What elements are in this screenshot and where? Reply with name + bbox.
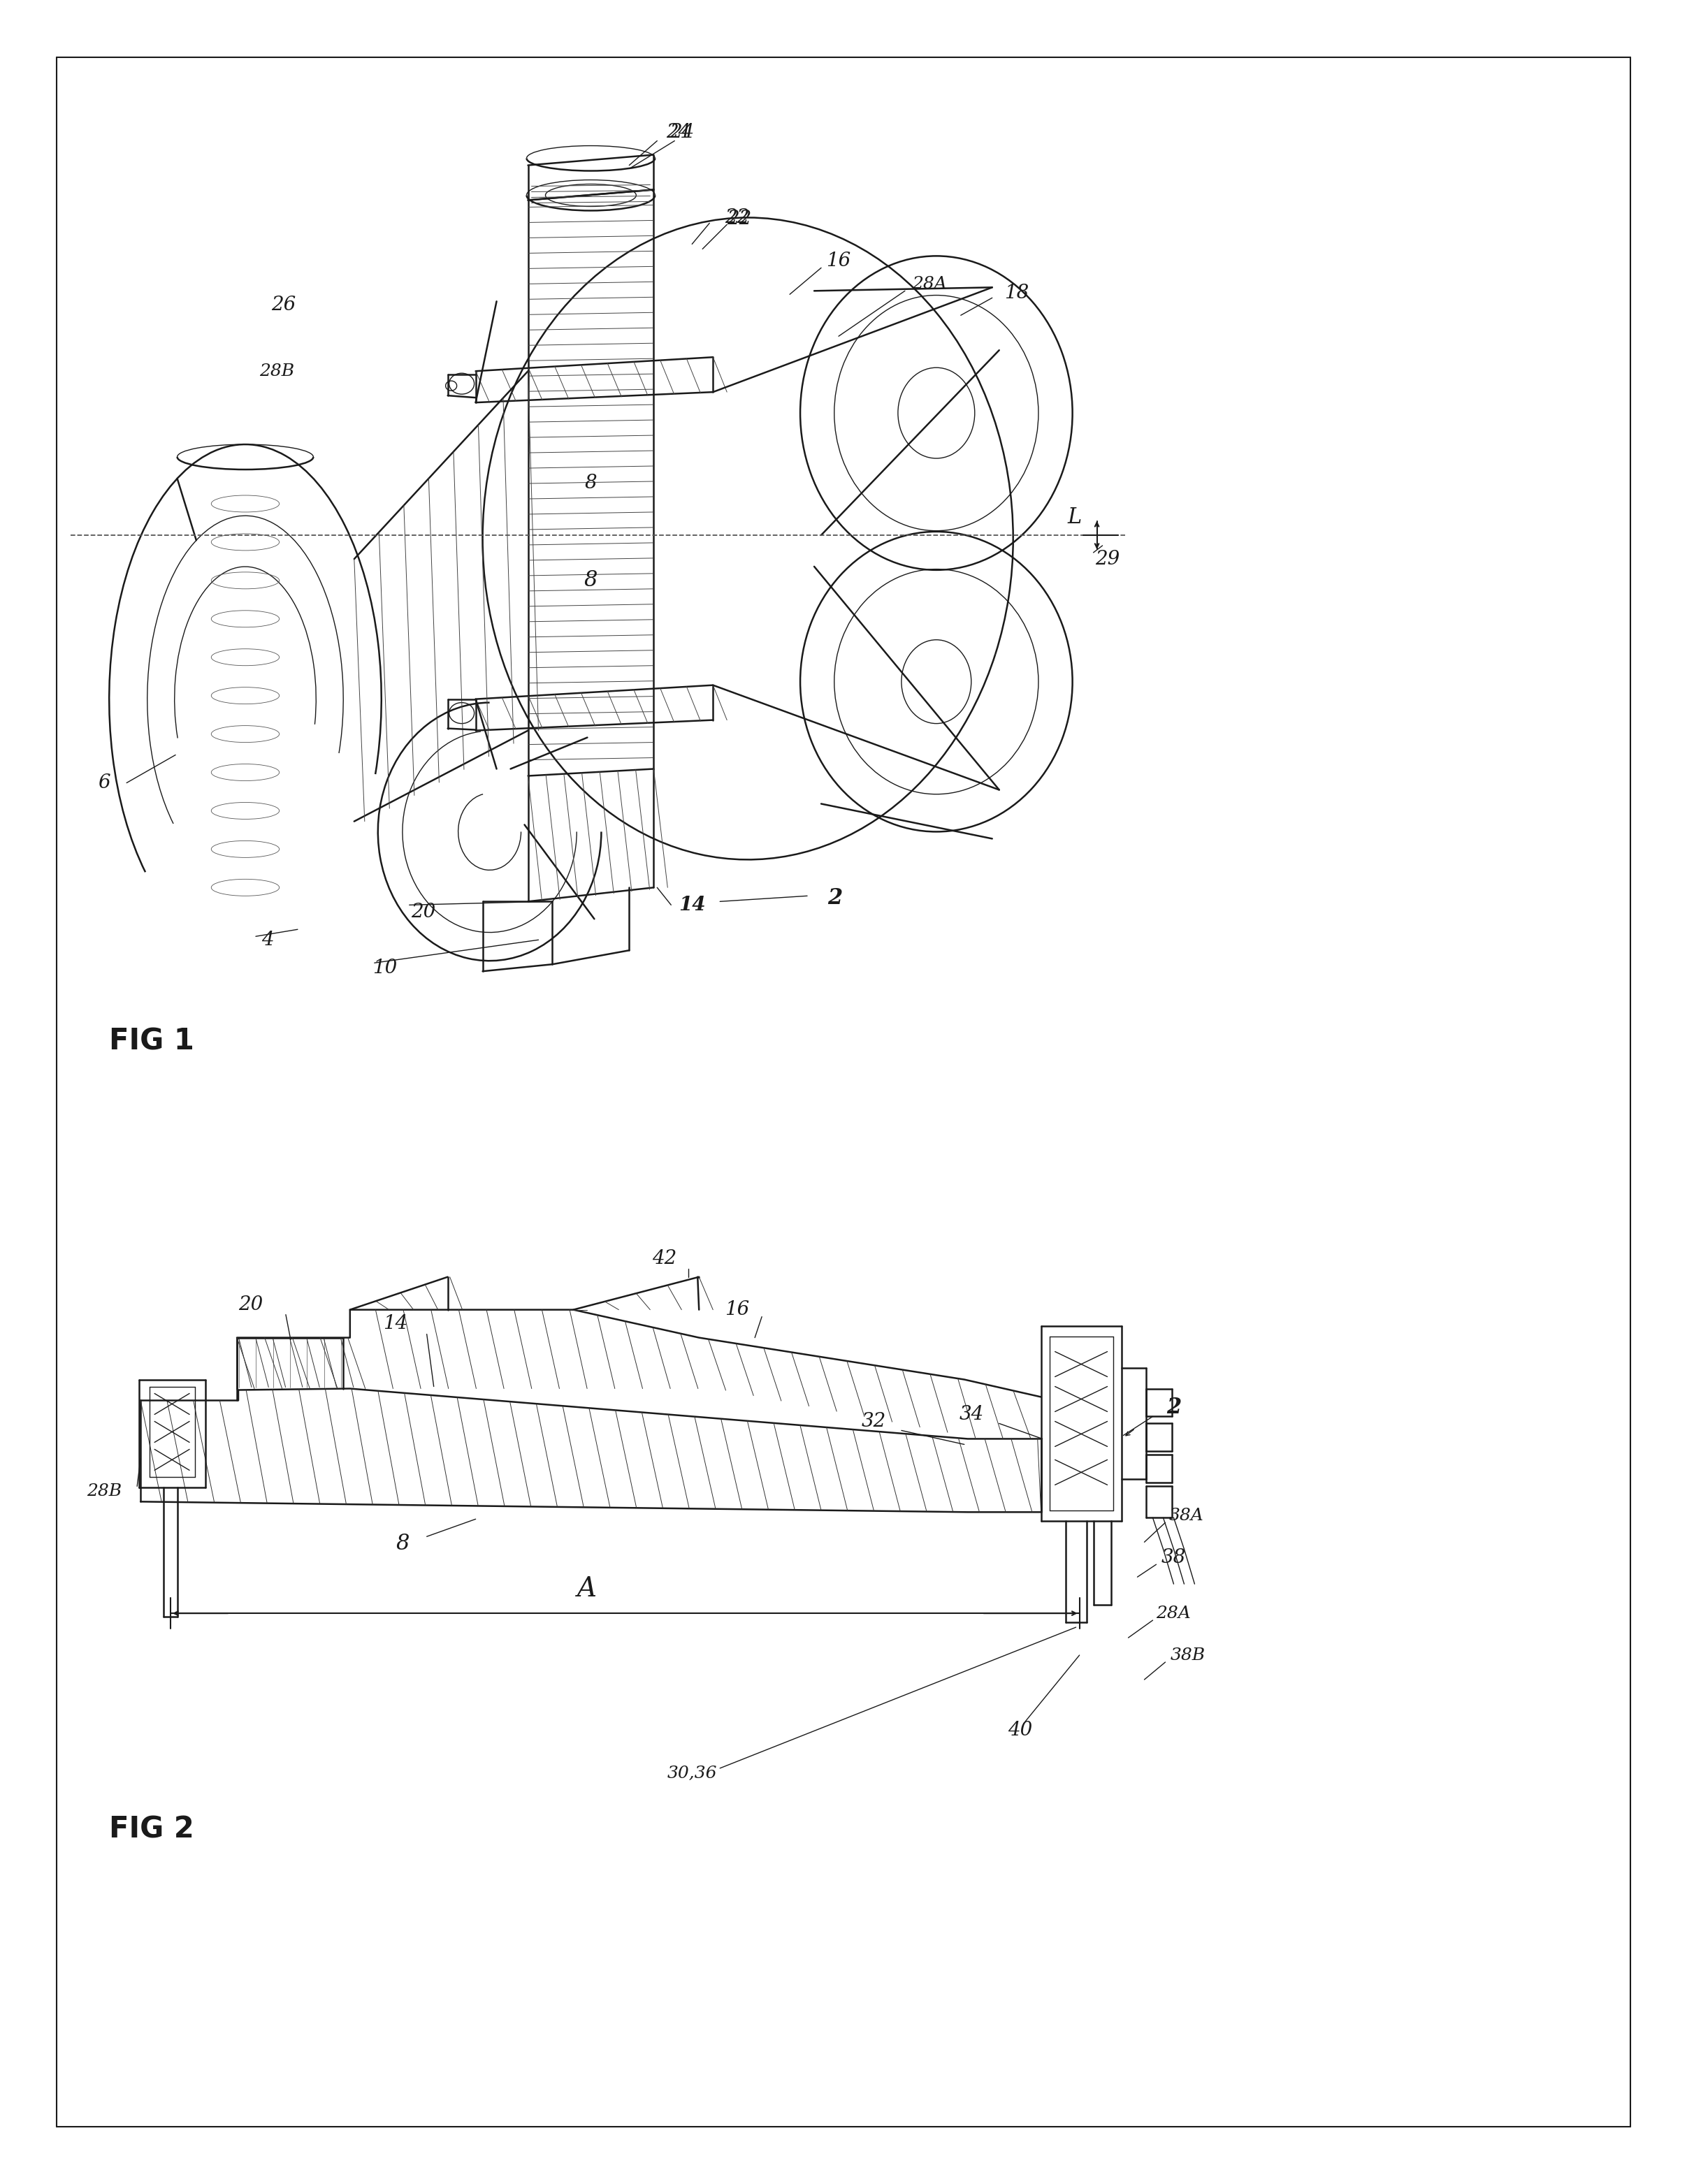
Text: 38B: 38B xyxy=(1171,1647,1205,1664)
Text: 22: 22 xyxy=(727,210,752,229)
Text: 38A: 38A xyxy=(1169,1507,1203,1524)
Text: 18: 18 xyxy=(1004,284,1029,301)
Text: 24: 24 xyxy=(666,122,690,142)
Text: 32: 32 xyxy=(860,1411,886,1431)
Text: 2: 2 xyxy=(828,887,842,909)
Text: 22: 22 xyxy=(725,207,749,227)
Text: 20: 20 xyxy=(238,1295,263,1315)
Text: 2: 2 xyxy=(1166,1396,1181,1417)
Text: 8: 8 xyxy=(395,1533,410,1555)
Text: A: A xyxy=(577,1577,597,1601)
Text: 14: 14 xyxy=(678,895,705,915)
Text: 26: 26 xyxy=(272,295,295,314)
Text: 20: 20 xyxy=(412,902,435,922)
Text: 16: 16 xyxy=(725,1299,749,1319)
Text: 30,36: 30,36 xyxy=(666,1767,717,1782)
Text: 8: 8 xyxy=(585,474,597,491)
Text: 29: 29 xyxy=(1095,550,1120,570)
Text: FIG 1: FIG 1 xyxy=(110,1026,194,1055)
Text: 6: 6 xyxy=(98,773,110,793)
Text: 28A: 28A xyxy=(913,275,946,293)
Text: 28B: 28B xyxy=(86,1483,121,1498)
Text: 4: 4 xyxy=(261,930,273,950)
Text: 8: 8 xyxy=(584,570,597,592)
Text: 40: 40 xyxy=(1007,1721,1032,1741)
Text: 24: 24 xyxy=(670,122,693,142)
Text: 28B: 28B xyxy=(260,363,294,380)
Text: FIG 2: FIG 2 xyxy=(110,1815,194,1843)
Text: 14: 14 xyxy=(383,1315,408,1332)
Text: 28A: 28A xyxy=(1156,1605,1191,1621)
Text: L: L xyxy=(1068,507,1081,529)
Text: 42: 42 xyxy=(651,1249,676,1269)
Text: 16: 16 xyxy=(827,251,850,271)
Text: 38: 38 xyxy=(1161,1548,1186,1566)
Text: 10: 10 xyxy=(373,959,396,976)
Text: 34: 34 xyxy=(958,1404,984,1424)
